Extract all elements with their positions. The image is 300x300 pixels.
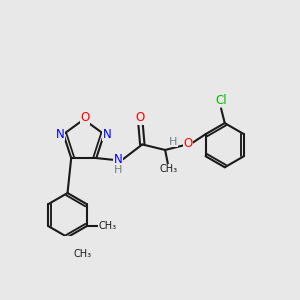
Text: O: O: [136, 111, 145, 124]
Text: N: N: [103, 128, 111, 141]
Text: O: O: [183, 137, 193, 150]
Text: N: N: [56, 128, 65, 141]
Text: N: N: [114, 153, 123, 167]
Text: CH₃: CH₃: [159, 164, 177, 174]
Text: H: H: [114, 165, 123, 175]
Text: CH₃: CH₃: [99, 221, 117, 231]
Text: CH₃: CH₃: [73, 249, 91, 259]
Text: H: H: [169, 137, 177, 147]
Text: O: O: [80, 111, 89, 124]
Text: Cl: Cl: [215, 94, 227, 107]
